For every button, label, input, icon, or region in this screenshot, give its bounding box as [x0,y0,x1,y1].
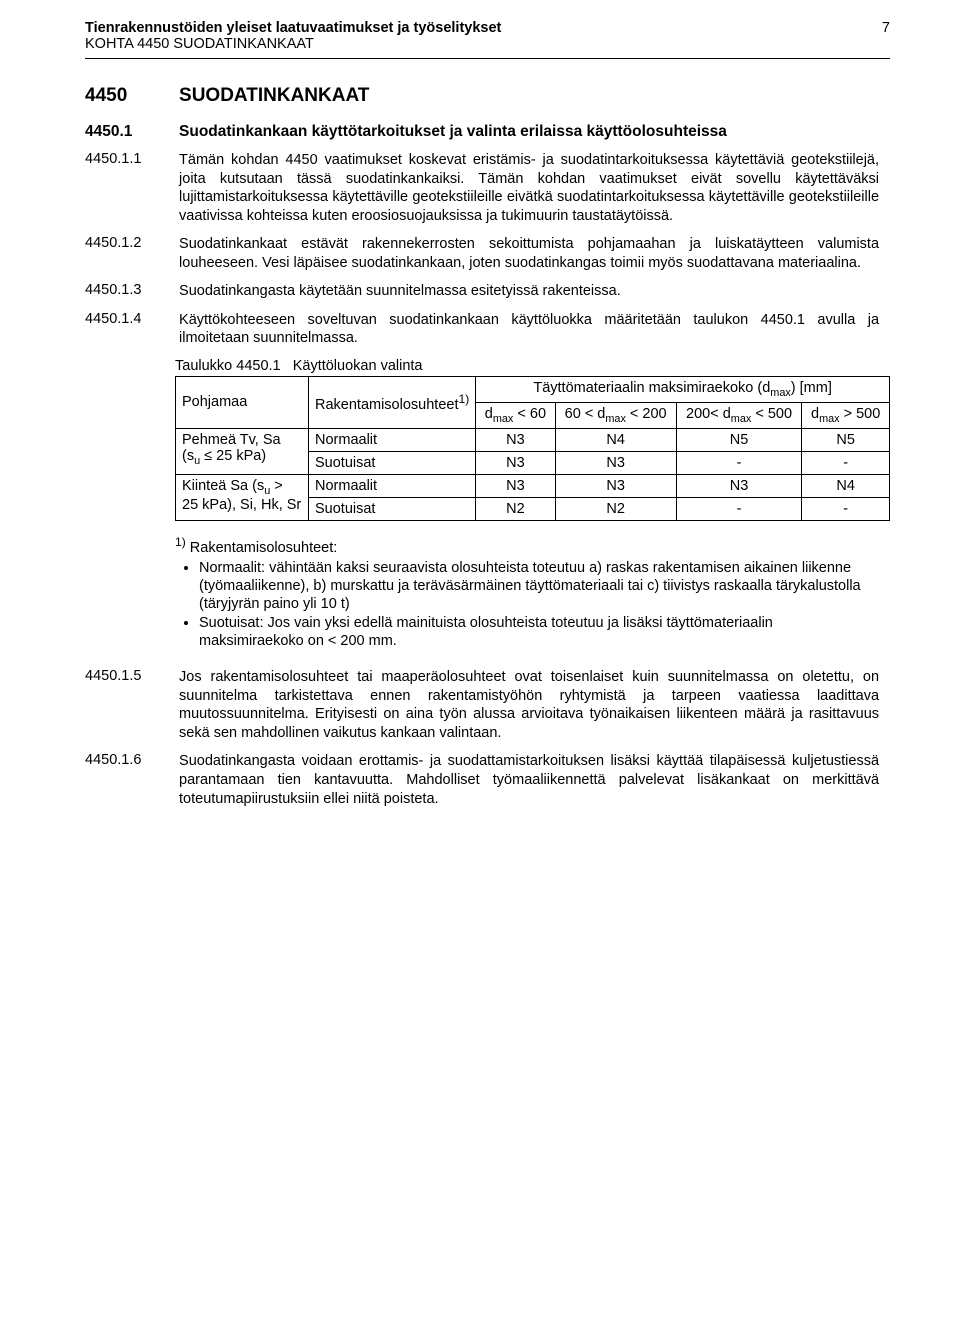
paragraph: 4450.1.2 Suodatinkankaat estävät rakenne… [85,235,890,272]
table-cell: N3 [555,451,676,474]
paragraph-text: Suodatinkangasta käytetään suunnitelmass… [179,282,879,301]
paragraph: 4450.1.1 Tämän kohdan 4450 vaatimukset k… [85,151,890,225]
footnote-list: Normaalit: vähintään kaksi seuraavista o… [187,559,875,651]
table-cell: N3 [476,474,555,497]
page-header: Tienrakennustöiden yleiset laatuvaatimuk… [85,20,890,52]
paragraph: 4450.1.4 Käyttökohteeseen soveltuvan suo… [85,311,890,348]
table-cell: Suotuisat [309,451,476,474]
paragraph: 4450.1.3 Suodatinkangasta käytetään suun… [85,282,890,301]
table-cell: - [802,451,890,474]
table-container: Taulukko 4450.1 Käyttöluokan valinta Poh… [175,358,890,521]
paragraph-number: 4450.1.3 [85,282,175,298]
header-title: Tienrakennustöiden yleiset laatuvaatimuk… [85,20,890,36]
section-number: 4450 [85,85,175,107]
classification-table: Pohjamaa Rakentamisolosuhteet1) Täyttöma… [175,376,890,521]
table-cell: Normaalit [309,428,476,451]
table-header: Täyttömateriaalin maksimiraekoko (dmax) … [476,376,890,402]
table-caption-text: Käyttöluokan valinta [293,358,423,374]
table-cell: N3 [676,474,802,497]
table-cell: N3 [555,474,676,497]
paragraph: 4450.1.6 Suodatinkangasta voidaan erotta… [85,752,890,808]
table-cell: Normaalit [309,474,476,497]
paragraph-number: 4450.1.5 [85,668,175,684]
paragraph-text: Käyttökohteeseen soveltuvan suodatinkank… [179,311,879,348]
subsection-number: 4450.1 [85,123,175,141]
table-cell: N5 [676,428,802,451]
table-cell: N4 [802,474,890,497]
subsection-heading: 4450.1 Suodatinkankaan käyttötarkoitukse… [85,123,890,141]
section-title: SUODATINKANKAAT [179,85,369,106]
section-heading: 4450 SUODATINKANKAAT [85,85,890,107]
footnote-item: Suotuisat: Jos vain yksi edellä mainitui… [199,614,875,650]
table-header: Rakentamisolosuhteet1) [309,376,476,428]
table-cell: - [802,497,890,520]
table-cell: Suotuisat [309,497,476,520]
table-cell: - [676,451,802,474]
paragraph: 4450.1.5 Jos rakentamisolosuhteet tai ma… [85,668,890,742]
table-row: Pehmeä Tv, Sa (su ≤ 25 kPa) Normaalit N3… [176,428,890,451]
paragraph-number: 4450.1.6 [85,752,175,768]
header-divider [85,58,890,59]
table-caption-prefix: Taulukko 4450.1 [175,358,281,374]
paragraph-number: 4450.1.4 [85,311,175,327]
paragraph-text: Tämän kohdan 4450 vaatimukset koskevat e… [179,151,879,225]
table-cell: N3 [476,428,555,451]
table-footnote: 1) Rakentamisolosuhteet: Normaalit: vähi… [175,535,875,651]
subsection-title: Suodatinkankaan käyttötarkoitukset ja va… [179,123,859,141]
table-row: Kiinteä Sa (su > 25 kPa), Si, Hk, Sr Nor… [176,474,890,497]
paragraph-number: 4450.1.1 [85,151,175,167]
paragraph-text: Jos rakentamisolosuhteet tai maaperäolos… [179,668,879,742]
table-header: dmax < 60 [476,402,555,428]
table-header: 60 < dmax < 200 [555,402,676,428]
table-cell: N4 [555,428,676,451]
footnote-title: 1) Rakentamisolosuhteet: [175,535,875,557]
table-row: Pohjamaa Rakentamisolosuhteet1) Täyttöma… [176,376,890,402]
header-subtitle: KOHTA 4450 SUODATINKANKAAT [85,36,890,52]
document-page: Tienrakennustöiden yleiset laatuvaatimuk… [0,0,960,1333]
table-cell: N2 [555,497,676,520]
table-cell: N5 [802,428,890,451]
table-cell: N3 [476,451,555,474]
paragraph-text: Suodatinkankaat estävät rakennekerrosten… [179,235,879,272]
paragraph-number: 4450.1.2 [85,235,175,251]
table-cell: - [676,497,802,520]
footnote-item: Normaalit: vähintään kaksi seuraavista o… [199,559,875,613]
table-caption: Taulukko 4450.1 Käyttöluokan valinta [175,358,890,374]
paragraph-text: Suodatinkangasta voidaan erottamis- ja s… [179,752,879,808]
table-header: 200< dmax < 500 [676,402,802,428]
table-cell: Pehmeä Tv, Sa (su ≤ 25 kPa) [176,428,309,474]
table-header: Pohjamaa [176,376,309,428]
table-header: dmax > 500 [802,402,890,428]
page-number: 7 [882,20,890,36]
table-cell: Kiinteä Sa (su > 25 kPa), Si, Hk, Sr [176,474,309,520]
table-cell: N2 [476,497,555,520]
